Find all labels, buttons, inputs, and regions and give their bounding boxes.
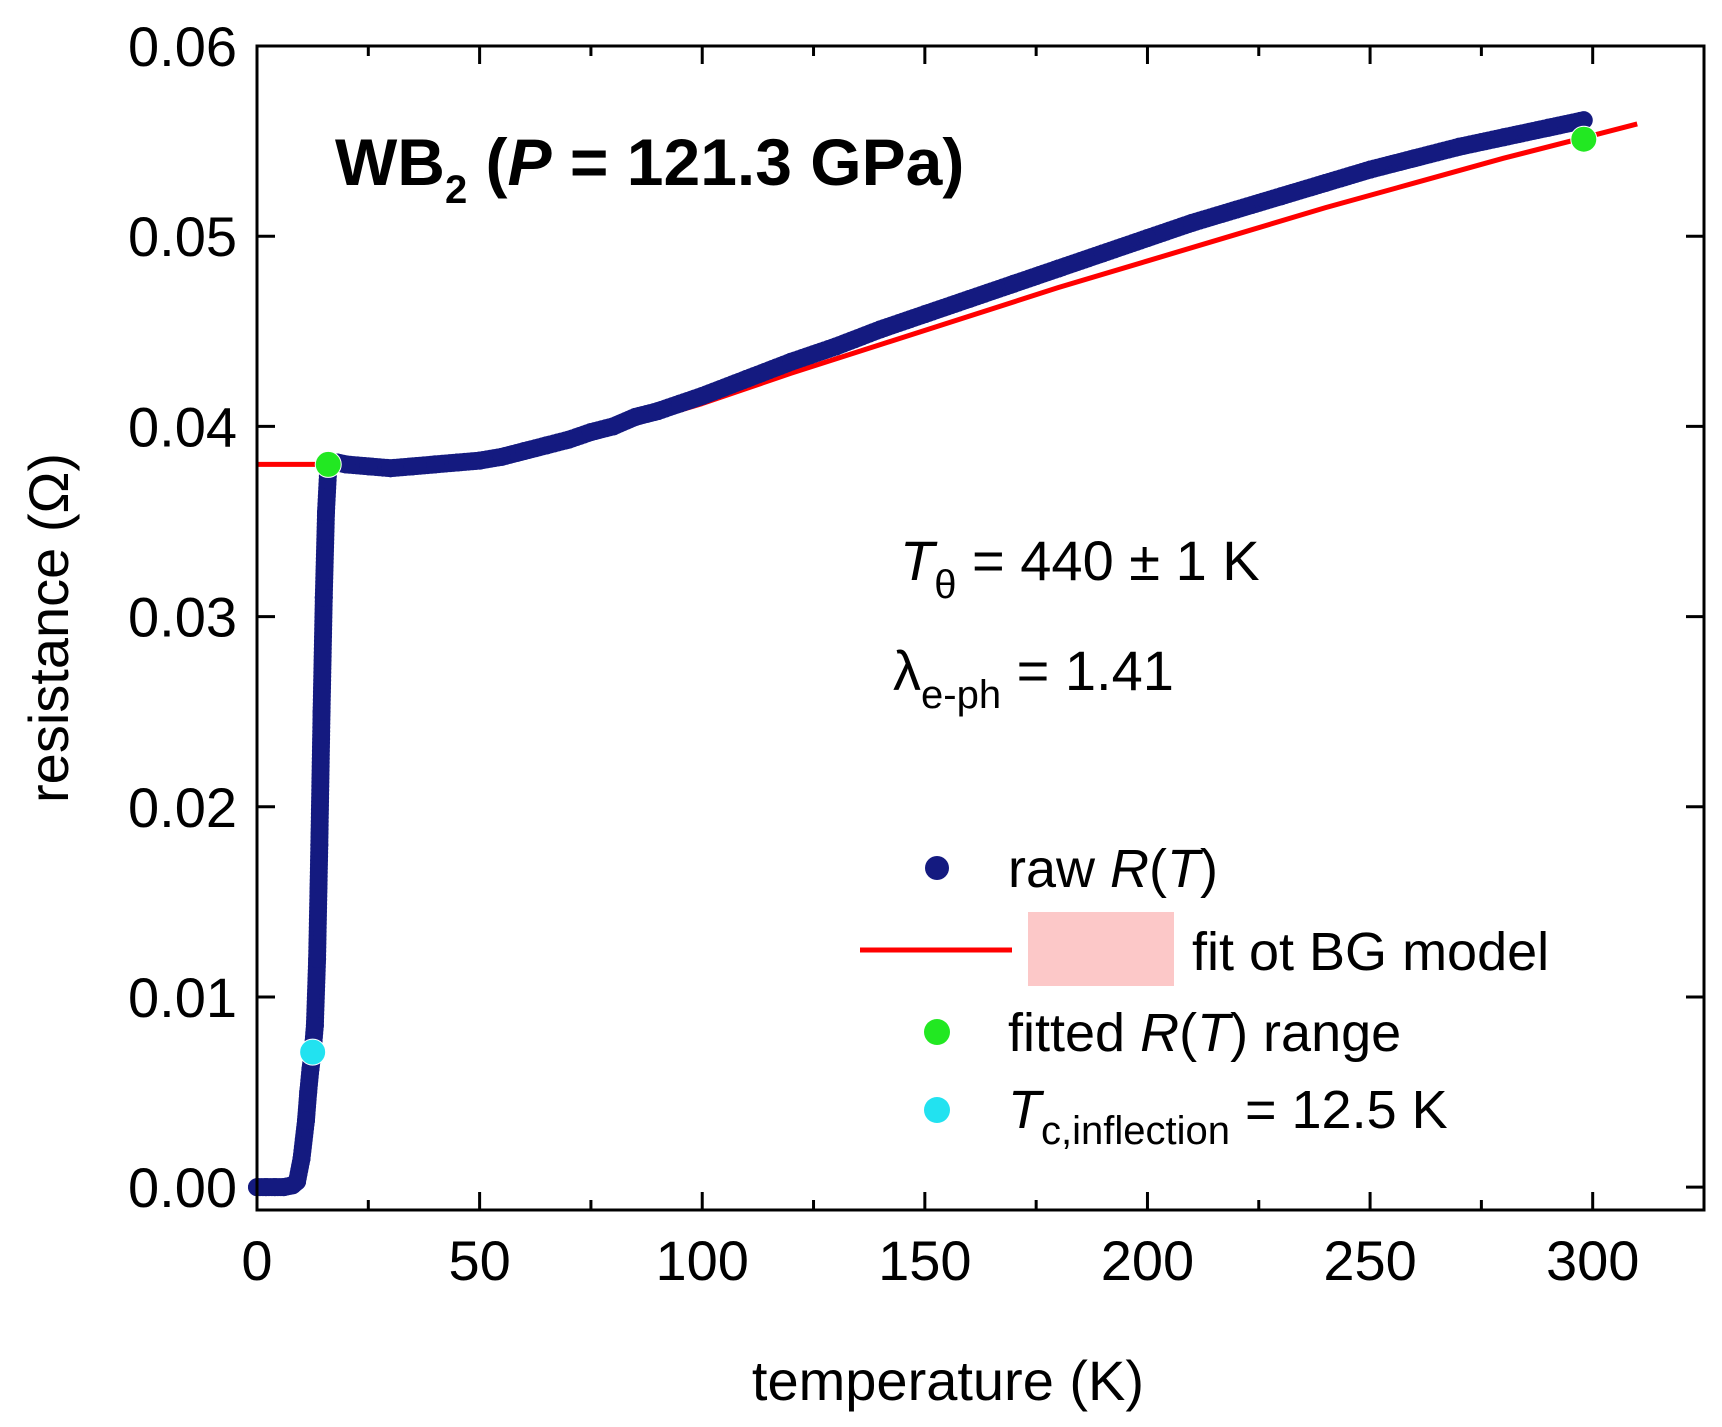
raw-point	[826, 337, 845, 356]
raw-point	[288, 1172, 307, 1191]
y-tick-label: 0.01	[128, 966, 237, 1029]
y-tick-label: 0.03	[128, 586, 237, 649]
raw-point	[960, 289, 979, 308]
x-tick-label: 150	[878, 1229, 971, 1292]
raw-point	[1494, 128, 1513, 147]
raw-point	[314, 588, 333, 607]
chart-title: WB2 (P = 121.3 GPa)	[335, 125, 964, 212]
x-tick-label: 100	[656, 1229, 749, 1292]
y-tick-label: 0.00	[128, 1156, 237, 1219]
raw-point	[1182, 213, 1201, 232]
raw-point	[1138, 229, 1157, 248]
raw-point	[492, 447, 511, 466]
fit-range-marker	[314, 450, 342, 478]
x-axis-label: temperature (K)	[752, 1349, 1144, 1412]
legend-raw-label: raw R(T)	[1008, 839, 1218, 899]
legend-fit-band	[1028, 912, 1174, 986]
raw-point	[470, 451, 489, 470]
raw-point	[1093, 244, 1112, 263]
raw-point	[1574, 111, 1593, 130]
raw-point	[515, 442, 534, 461]
coupling-constant-annotation: λe-ph = 1.41	[893, 639, 1174, 717]
raw-point	[312, 702, 331, 721]
raw-point	[581, 423, 600, 442]
raw-point	[1272, 187, 1291, 206]
raw-point	[1539, 118, 1558, 137]
raw-point	[426, 455, 445, 474]
raw-point	[626, 407, 645, 426]
tc-inflection-marker	[299, 1038, 327, 1066]
raw-point	[782, 352, 801, 371]
y-tick-label: 0.02	[128, 776, 237, 839]
x-tick-label: 50	[448, 1229, 510, 1292]
raw-point	[317, 502, 336, 521]
legend-tc-marker	[924, 1097, 950, 1123]
debye-temperature-annotation: Tθ = 440 ± 1 K	[900, 529, 1260, 607]
legend-range-marker	[924, 1019, 950, 1045]
raw-point	[305, 1016, 324, 1035]
legend: raw R(T) fit ot BG model fitted R(T) ran…	[860, 839, 1549, 1153]
x-tick-label: 250	[1323, 1229, 1416, 1292]
y-tick-label: 0.06	[128, 15, 237, 78]
raw-point	[1405, 149, 1424, 168]
raw-point	[559, 430, 578, 449]
raw-point	[915, 305, 934, 324]
raw-point	[403, 457, 422, 476]
raw-point	[693, 386, 712, 405]
raw-point	[1450, 137, 1469, 156]
raw-point	[299, 1083, 318, 1102]
x-tick-label: 200	[1101, 1229, 1194, 1292]
x-tick-label: 0	[241, 1229, 272, 1292]
raw-point	[448, 453, 467, 472]
legend-range-label: fitted R(T) range	[1008, 1003, 1401, 1063]
raw-point	[537, 436, 556, 455]
raw-point	[1316, 173, 1335, 192]
raw-point	[871, 320, 890, 339]
raw-point	[1004, 274, 1023, 293]
raw-point	[737, 369, 756, 388]
tick-labels: 0 50 100 150 200 250 300 0.00 0.01 0.02 0.03 0.04 0.…	[128, 15, 1639, 1292]
raw-point	[648, 402, 667, 421]
legend-tc-label: Tc,inflection = 12.5 K	[1008, 1080, 1448, 1153]
raw-point	[1049, 259, 1068, 278]
raw-point	[381, 459, 400, 478]
axis-ticks	[255, 44, 1704, 1210]
raw-point	[292, 1149, 311, 1168]
raw-point	[1361, 160, 1380, 179]
legend-fit-label: fit ot BG model	[1192, 922, 1549, 982]
raw-point	[296, 1111, 315, 1130]
x-tick-label: 300	[1546, 1229, 1639, 1292]
y-axis-label: resistance (Ω)	[17, 453, 80, 803]
raw-point	[359, 457, 378, 476]
fit-range-marker	[1570, 125, 1598, 153]
raw-point	[670, 394, 689, 413]
plot-frame	[255, 44, 1706, 1212]
raw-point	[310, 835, 329, 854]
raw-point	[308, 949, 327, 968]
raw-point	[337, 455, 356, 474]
raw-point	[1227, 200, 1246, 219]
raw-point	[604, 417, 623, 436]
legend-raw-marker	[925, 856, 949, 880]
y-tick-label: 0.04	[128, 395, 237, 458]
marker-layer	[299, 125, 1598, 1066]
y-tick-label: 0.05	[128, 205, 237, 268]
